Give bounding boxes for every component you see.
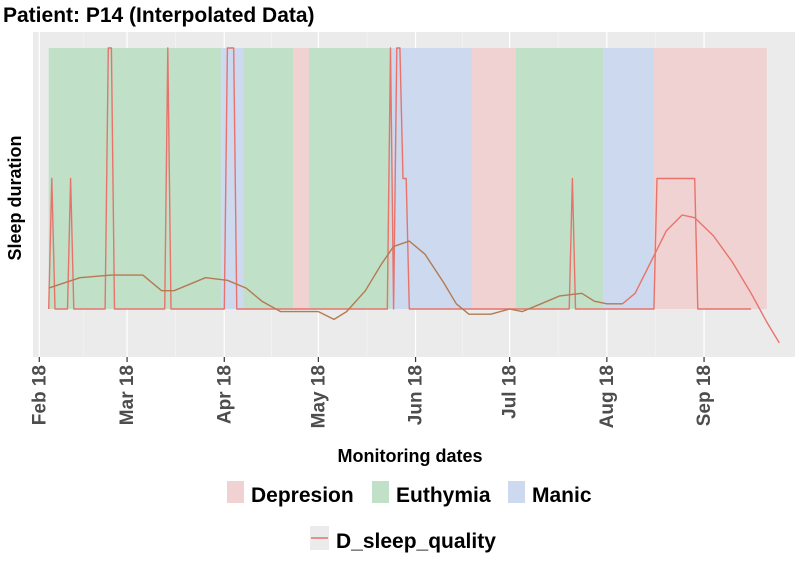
chart-title: Patient: P14 (Interpolated Data) bbox=[3, 4, 315, 27]
state-band-euthymia bbox=[243, 48, 294, 309]
x-tick-label: Jun 18 bbox=[406, 365, 427, 425]
y-axis-title: Sleep duration bbox=[5, 135, 25, 260]
series-legend: D_sleep_quality bbox=[310, 526, 496, 553]
x-tick-label: Jul 18 bbox=[500, 365, 521, 419]
state-legend: Depresion Euthymia Manic bbox=[227, 481, 592, 507]
state-band-manic bbox=[603, 48, 654, 309]
state-bands bbox=[48, 48, 767, 309]
series-line-3 bbox=[622, 214, 780, 344]
x-tick-label: Sep 18 bbox=[694, 365, 715, 426]
x-tick-label: May 18 bbox=[308, 365, 329, 428]
x-tick-label: Aug 18 bbox=[597, 365, 618, 428]
x-tick-label: Apr 18 bbox=[214, 365, 235, 424]
legend-key-euthymia bbox=[372, 481, 389, 503]
series-lines bbox=[48, 47, 780, 344]
x-tick-label: Feb 18 bbox=[29, 365, 50, 425]
legend-label-manic: Manic bbox=[532, 484, 592, 507]
state-band-euthymia bbox=[308, 48, 391, 309]
legend-key-manic bbox=[508, 481, 525, 503]
legend-label-euthymia: Euthymia bbox=[396, 484, 491, 507]
legend-label-series: D_sleep_quality bbox=[336, 530, 496, 553]
state-band-depresion bbox=[293, 48, 309, 309]
series-line-1 bbox=[48, 47, 752, 310]
state-band-depresion bbox=[472, 48, 516, 309]
legend-label-depresion: Depresion bbox=[251, 484, 354, 507]
x-axis-ticks: Feb 18 Mar 18 Apr 18 May 18 Jun 18 Jul 18 Aug … bbox=[29, 357, 715, 428]
legend-key-depresion bbox=[227, 481, 244, 503]
state-band-euthymia bbox=[515, 48, 604, 309]
x-axis-title: Monitoring dates bbox=[338, 446, 483, 466]
x-tick-label: Mar 18 bbox=[117, 365, 138, 425]
state-band-euthymia bbox=[48, 48, 222, 309]
series-line-2 bbox=[48, 240, 623, 321]
